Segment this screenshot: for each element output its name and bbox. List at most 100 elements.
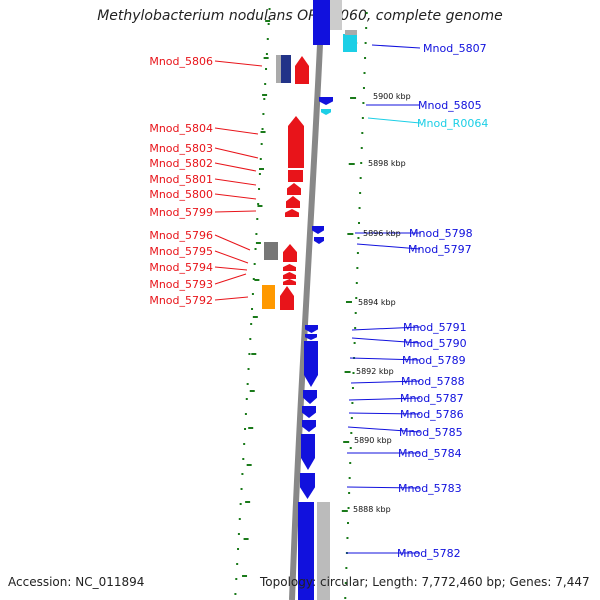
genome-backbone (289, 0, 325, 600)
gene-arrow-reverse (312, 226, 324, 234)
gene-label-left: Mnod_5800 (149, 188, 213, 201)
tick-major (350, 97, 357, 99)
gene-label-right: Mnod_5782 (397, 547, 461, 560)
tick-major (348, 163, 355, 165)
gene-arrow-reverse (303, 390, 317, 404)
tick-dot (345, 567, 348, 569)
gene-arrow-reverse (319, 97, 333, 105)
tick-dot (344, 582, 347, 584)
tick-dot (238, 518, 241, 520)
kbp-label: 5888 kbp (353, 505, 391, 514)
kbp-label: 5892 kbp (356, 367, 394, 376)
tick-dot (246, 383, 249, 385)
tick-dot (359, 192, 362, 194)
gene-label-right: Mnod_5790 (403, 337, 467, 350)
gene-label-right: Mnod_5786 (400, 408, 464, 421)
gene-block-orange (262, 285, 275, 309)
gene-arrow-reverse (305, 334, 317, 340)
gene-arrow-reverse (314, 237, 324, 244)
gene-arrow-forward (288, 116, 304, 168)
tick-dot (363, 72, 366, 74)
tick-dot (248, 353, 251, 355)
tick-dot (262, 113, 265, 115)
tick-dot (352, 372, 355, 374)
tick-major (345, 301, 352, 303)
tick-dot (361, 132, 364, 134)
kbp-label: 5890 kbp (354, 436, 392, 445)
tick-dot (241, 473, 244, 475)
tick-dot (355, 297, 358, 299)
leader-line (214, 162, 257, 172)
tick-dot (358, 222, 361, 224)
leader-line (367, 117, 421, 124)
tick-dot (254, 248, 257, 250)
gene-label-right: Mnod_5787 (400, 392, 464, 405)
leader-line (214, 266, 248, 271)
tick-dot (250, 323, 253, 325)
tick-dash (257, 205, 263, 207)
tick-dot (362, 102, 365, 104)
gene-arrow-reverse (305, 325, 318, 333)
leader-line (214, 296, 249, 301)
tick-marks (234, 8, 368, 599)
kbp-scale-labels: 5900 kbp 5898 kbp 5896 kbp 5894 kbp 5892 kbp… (353, 92, 411, 514)
tick-dot (354, 327, 357, 329)
leader-line (214, 147, 259, 159)
gene-label-left: Mnod_5806 (149, 55, 213, 68)
leader-line (371, 44, 421, 49)
kbp-label: 5898 kbp (368, 159, 406, 168)
tick-dash (243, 538, 249, 540)
gene-arrow-forward (286, 196, 300, 208)
gene-label-left: Mnod_5799 (149, 206, 213, 219)
tick-dot (351, 387, 354, 389)
tick-dash (249, 390, 255, 392)
gene-arrow-reverse (300, 473, 315, 499)
tick-dot (245, 398, 248, 400)
leader-line (347, 426, 421, 433)
tick-dot (234, 593, 237, 595)
tick-dot (265, 68, 268, 70)
gene-arrow-forward (285, 209, 299, 217)
gene-arrow-reverse (302, 406, 316, 418)
tick-dot (349, 462, 352, 464)
tick-dash (260, 131, 266, 133)
gene-label-left: Mnod_5803 (149, 142, 213, 155)
gene-labels: Mnod_5806 Mnod_5804 Mnod_5803 Mnod_5802 Mnod… (149, 42, 488, 560)
tick-dash (262, 94, 268, 96)
tick-dot (258, 173, 261, 175)
tick-dot (359, 177, 362, 179)
tick-dot (258, 188, 261, 190)
leader-line (214, 250, 249, 264)
gene-block-reverse (298, 502, 314, 600)
kbp-label: 5900 kbp (373, 92, 411, 101)
gene-label-right: Mnod_5807 (423, 42, 487, 55)
gene-arrow-forward (283, 264, 296, 271)
tick-dot (347, 522, 350, 524)
tick-dot (365, 27, 368, 29)
leader-line (214, 234, 251, 251)
tick-dot (252, 278, 255, 280)
tick-dot (268, 8, 271, 10)
gene-label-left: Mnod_5792 (149, 294, 213, 307)
tick-dot (259, 158, 262, 160)
leader-line (348, 397, 421, 401)
gene-label-left: Mnod_5801 (149, 173, 213, 186)
tick-dash (242, 575, 248, 577)
gene-arrow-reverse (301, 434, 315, 470)
gene-label-left: Mnod_5802 (149, 157, 213, 170)
gene-block-grey (317, 502, 330, 600)
tick-major (343, 441, 350, 443)
kbp-label: 5894 kbp (358, 298, 396, 307)
tick-dot (244, 413, 247, 415)
gene-features (262, 0, 357, 600)
tick-dot (267, 23, 270, 25)
gene-label-right: Mnod_5789 (402, 354, 466, 367)
map-title: Methylobacterium nodulans ORS 2060, comp… (97, 8, 503, 24)
tick-dot (239, 503, 242, 505)
tick-dot (251, 293, 254, 295)
tick-dot (353, 342, 356, 344)
tick-dot (358, 207, 361, 209)
gene-block-forward (288, 170, 303, 182)
leader-line (351, 337, 421, 344)
tick-dot (243, 443, 246, 445)
